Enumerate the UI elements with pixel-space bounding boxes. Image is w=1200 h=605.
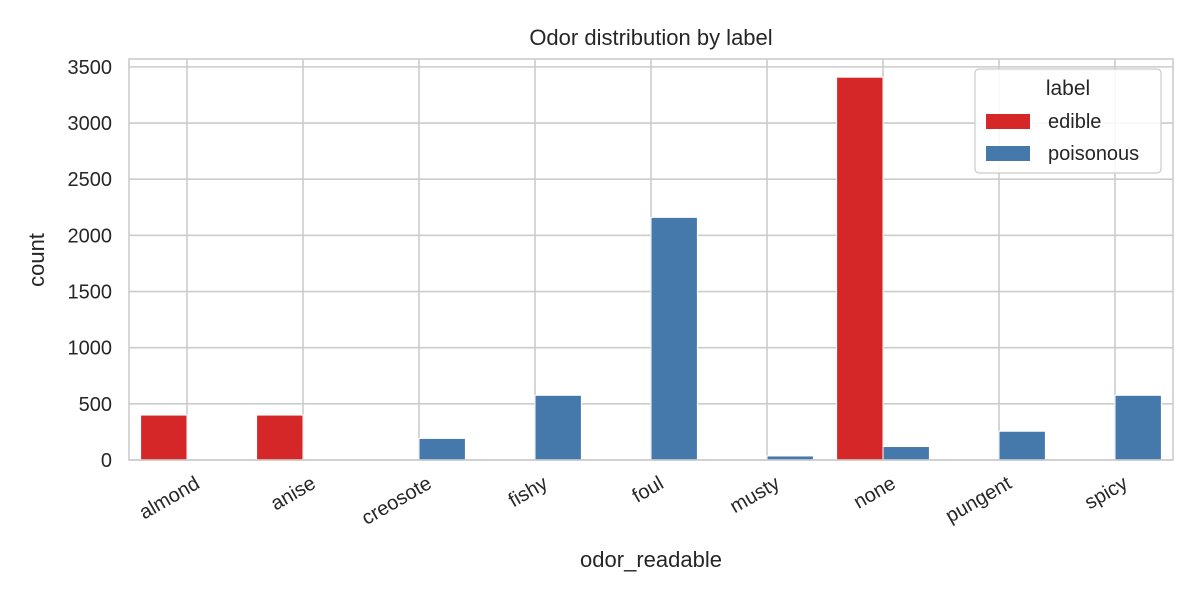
bar-edible-none (836, 76, 884, 461)
y-tick-label: 2000 (68, 225, 113, 247)
y-tick-label: 500 (79, 394, 112, 416)
bar-poisonous-none (882, 446, 930, 461)
y-tick-label: 1500 (68, 282, 113, 304)
chart-title: Odor distribution by label (529, 25, 772, 50)
bar-edible-anise (256, 414, 304, 461)
bar-poisonous-pungent (998, 430, 1046, 461)
legend: label edible poisonous (974, 68, 1162, 174)
legend-swatch-poisonous (986, 146, 1030, 161)
y-tick-label: 1000 (68, 338, 113, 360)
legend-swatch-edible (986, 114, 1030, 129)
legend-title: label (1046, 77, 1090, 100)
y-tick-labels: 0 500 1000 1500 2000 2500 3000 3500 (68, 57, 113, 472)
x-axis-label: odor_readable (580, 547, 722, 572)
bar-edible-almond (140, 414, 188, 461)
y-tick-label: 2500 (68, 169, 113, 191)
legend-label-edible: edible (1048, 111, 1101, 133)
bar-poisonous-fishy (534, 394, 582, 461)
bar-poisonous-spicy (1114, 394, 1162, 461)
y-axis-label: count (24, 233, 49, 287)
bar-poisonous-foul (650, 216, 698, 461)
y-tick-label: 3000 (68, 113, 113, 135)
y-tick-label: 3500 (68, 57, 113, 79)
legend-label-poisonous: poisonous (1048, 143, 1139, 165)
bar-poisonous-creosote (418, 437, 466, 461)
bars (140, 76, 1162, 461)
plot-frame (128, 58, 1174, 461)
y-tick-label: 0 (101, 450, 112, 472)
